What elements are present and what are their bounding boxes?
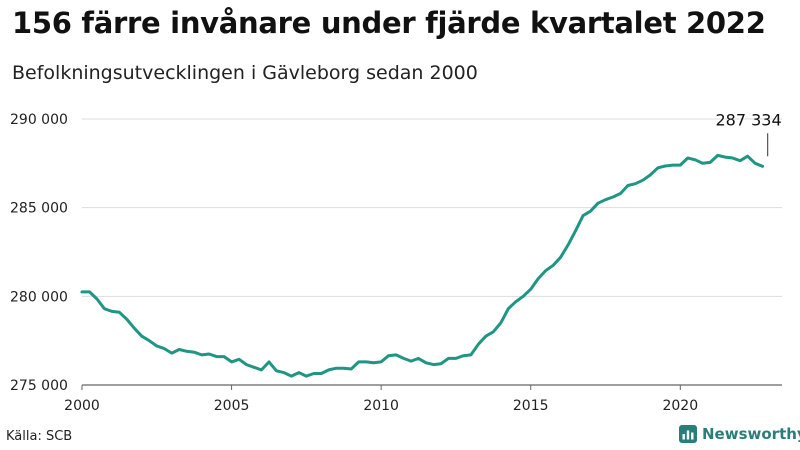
y-tick-label: 290 000	[10, 112, 68, 128]
y-tick-label: 280 000	[10, 289, 68, 305]
x-tick-label: 2005	[214, 398, 250, 414]
y-tick-label: 275 000	[10, 378, 68, 394]
grid-layer	[82, 118, 782, 386]
x-tick-label: 2010	[363, 398, 399, 414]
brand: Newsworthy	[679, 425, 800, 443]
annotation-label: 287 334	[715, 110, 781, 129]
x-tick-label: 2000	[64, 398, 100, 414]
brand-name: Newsworthy	[702, 425, 800, 443]
series-line	[80, 153, 765, 378]
annotation-layer: 287 334	[715, 110, 782, 157]
series-layer	[80, 153, 765, 378]
chart-title: 156 färre invånare under fjärde kvartale…	[12, 6, 766, 40]
source-note: Källa: SCB	[6, 429, 73, 444]
x-tick-label: 2020	[662, 398, 698, 414]
y-tick-label: 285 000	[10, 201, 68, 217]
newsworthy-logo-icon	[679, 425, 697, 443]
x-tick-label: 2015	[513, 398, 549, 414]
axis-layer: 275 000 280 000 285 000 290 000 2000 2005 2010…	[10, 112, 698, 414]
chart-subtitle: Befolkningsutvecklingen i Gävleborg seda…	[12, 62, 478, 84]
